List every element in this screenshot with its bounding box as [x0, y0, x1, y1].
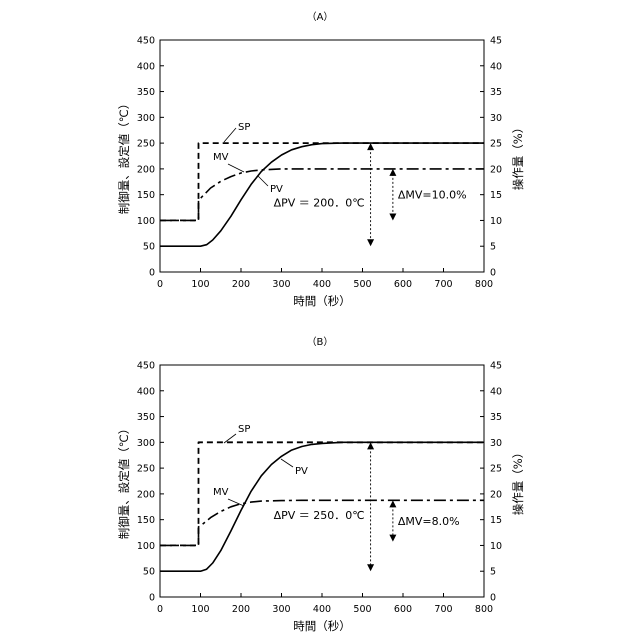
x-tick-label: 500: [353, 279, 371, 290]
y-right-tick-label: 35: [490, 412, 502, 423]
y-left-tick-label: 0: [149, 268, 155, 279]
y-right-tick-label: 20: [490, 164, 502, 175]
x-axis-label: 時間（秒）: [293, 294, 351, 308]
annotation-label: ΔPV ＝ 200．0℃: [274, 197, 365, 210]
y-right-tick-label: 45: [490, 36, 502, 47]
x-tick-label: 600: [394, 279, 412, 290]
y-right-axis-label: 操作量（%）: [511, 122, 525, 190]
x-tick-label: 0: [157, 279, 163, 290]
x-tick-label: 0: [157, 604, 163, 615]
y-left-tick-label: 300: [137, 438, 155, 449]
x-tick-label: 200: [232, 604, 250, 615]
y-left-tick-label: 150: [137, 515, 155, 526]
y-left-tick-label: 100: [137, 541, 155, 552]
y-left-tick-label: 200: [137, 164, 155, 175]
y-left-tick-label: 100: [137, 216, 155, 227]
panel-label: （B）: [307, 336, 334, 348]
y-left-tick-label: 350: [137, 412, 155, 423]
y-right-tick-label: 45: [490, 361, 502, 372]
y-left-tick-label: 400: [137, 61, 155, 72]
x-tick-label: 300: [272, 604, 290, 615]
y-right-tick-label: 10: [490, 541, 502, 552]
y-right-tick-label: 40: [490, 386, 502, 397]
series-leader-line: [224, 128, 236, 142]
y-left-tick-label: 450: [137, 36, 155, 47]
y-right-tick-label: 35: [490, 87, 502, 98]
y-right-tick-label: 10: [490, 216, 502, 227]
series-label-pv: PV: [270, 184, 283, 195]
y-right-tick-label: 30: [490, 113, 502, 124]
annotation-label: ΔMV=10.0%: [398, 189, 467, 202]
series-line-pv: [160, 442, 484, 571]
y-right-tick-label: 5: [490, 242, 496, 253]
annotation-arrowhead-up: [367, 143, 374, 150]
y-left-axis-label: 制御量、設定値（℃）: [117, 98, 131, 214]
y-left-tick-label: 350: [137, 87, 155, 98]
series-leader-line: [228, 164, 244, 172]
panel-label: （A）: [307, 11, 334, 23]
x-tick-label: 400: [313, 604, 331, 615]
series-label-sp: SP: [238, 424, 250, 435]
y-right-tick-label: 0: [490, 593, 496, 604]
x-tick-label: 200: [232, 279, 250, 290]
annotation-label: ΔPV ＝ 250．0℃: [274, 509, 365, 522]
annotation-arrowhead-up: [367, 442, 374, 449]
x-tick-label: 800: [475, 604, 493, 615]
annotation-arrowhead-up: [389, 500, 396, 507]
x-tick-label: 600: [394, 604, 412, 615]
chart-panel-b: （B）0100200300400500600700800050100150200…: [117, 336, 525, 633]
annotation-arrowhead-up: [389, 169, 396, 176]
x-tick-label: 700: [434, 279, 452, 290]
y-right-tick-label: 40: [490, 61, 502, 72]
chart-panel-a: （A）0100200300400500600700800050100150200…: [117, 11, 525, 308]
y-left-tick-label: 50: [143, 567, 155, 578]
series-label-sp: SP: [238, 122, 250, 133]
series-leader-line: [281, 459, 293, 467]
y-left-tick-label: 250: [137, 139, 155, 150]
y-left-tick-label: 400: [137, 386, 155, 397]
plot-frame: [160, 365, 484, 597]
y-right-tick-label: 15: [490, 190, 502, 201]
series-label-pv: PV: [295, 466, 308, 477]
y-left-tick-label: 300: [137, 113, 155, 124]
y-right-tick-label: 20: [490, 489, 502, 500]
annotation-arrowhead-down: [389, 535, 396, 542]
x-tick-label: 500: [353, 604, 371, 615]
x-axis-label: 時間（秒）: [293, 619, 351, 633]
annotation-arrowhead-down: [367, 564, 374, 571]
x-tick-label: 100: [191, 604, 209, 615]
y-left-tick-label: 150: [137, 190, 155, 201]
y-right-tick-label: 15: [490, 515, 502, 526]
series-leader-line: [258, 176, 268, 186]
series-label-mv: MV: [213, 487, 229, 498]
y-right-tick-label: 5: [490, 567, 496, 578]
x-tick-label: 400: [313, 279, 331, 290]
annotation-arrowhead-down: [389, 213, 396, 220]
x-tick-label: 800: [475, 279, 493, 290]
y-right-tick-label: 0: [490, 268, 496, 279]
y-left-tick-label: 450: [137, 361, 155, 372]
x-tick-label: 300: [272, 279, 290, 290]
x-tick-label: 700: [434, 604, 452, 615]
annotation-arrowhead-down: [367, 239, 374, 246]
y-left-tick-label: 250: [137, 464, 155, 475]
y-left-axis-label: 制御量、設定値（℃）: [117, 423, 131, 539]
y-left-tick-label: 0: [149, 593, 155, 604]
plot-frame: [160, 40, 484, 272]
y-right-axis-label: 操作量（%）: [511, 447, 525, 515]
y-left-tick-label: 50: [143, 242, 155, 253]
annotation-label: ΔMV=8.0%: [398, 515, 460, 528]
x-tick-label: 100: [191, 279, 209, 290]
series-label-mv: MV: [213, 152, 229, 163]
y-right-tick-label: 25: [490, 139, 502, 150]
y-left-tick-label: 200: [137, 489, 155, 500]
series-line-sp: [160, 442, 484, 545]
y-right-tick-label: 25: [490, 464, 502, 475]
y-right-tick-label: 30: [490, 438, 502, 449]
